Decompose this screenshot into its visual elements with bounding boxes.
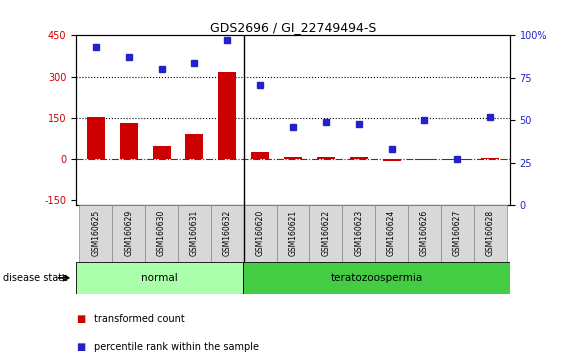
Bar xyxy=(284,156,302,159)
Bar xyxy=(309,205,342,262)
Bar xyxy=(481,158,499,159)
Bar xyxy=(473,205,506,262)
Bar xyxy=(120,123,138,159)
Bar xyxy=(211,205,244,262)
Text: GSM160632: GSM160632 xyxy=(223,210,232,256)
Bar xyxy=(76,262,243,294)
Text: GSM160624: GSM160624 xyxy=(387,210,396,256)
Text: GSM160620: GSM160620 xyxy=(255,210,265,256)
Bar xyxy=(244,205,277,262)
Bar xyxy=(87,117,105,159)
Text: GSM160630: GSM160630 xyxy=(157,210,166,256)
Text: ■: ■ xyxy=(76,314,86,324)
Text: GSM160625: GSM160625 xyxy=(91,210,100,256)
Text: GSM160629: GSM160629 xyxy=(124,210,133,256)
Bar xyxy=(185,134,203,159)
Text: transformed count: transformed count xyxy=(94,314,185,324)
Bar xyxy=(145,205,178,262)
Text: GSM160628: GSM160628 xyxy=(486,210,495,256)
Bar xyxy=(218,73,236,159)
Text: disease state: disease state xyxy=(3,273,68,283)
Bar xyxy=(317,158,335,159)
Bar xyxy=(277,205,309,262)
Bar xyxy=(80,205,113,262)
Bar xyxy=(350,156,368,159)
Bar xyxy=(152,147,171,159)
Text: GSM160626: GSM160626 xyxy=(420,210,429,256)
Bar xyxy=(448,159,466,160)
Title: GDS2696 / GI_22749494-S: GDS2696 / GI_22749494-S xyxy=(210,21,376,34)
Text: GSM160623: GSM160623 xyxy=(354,210,363,256)
Text: percentile rank within the sample: percentile rank within the sample xyxy=(94,342,259,352)
Bar xyxy=(342,205,375,262)
Bar xyxy=(408,205,441,262)
Text: GSM160622: GSM160622 xyxy=(321,210,331,256)
Bar xyxy=(113,205,145,262)
Text: normal: normal xyxy=(141,273,178,283)
Bar xyxy=(383,159,401,161)
Bar xyxy=(178,205,211,262)
Text: teratozoospermia: teratozoospermia xyxy=(331,273,423,283)
Text: ■: ■ xyxy=(76,342,86,352)
Text: GSM160621: GSM160621 xyxy=(288,210,298,256)
Bar xyxy=(441,205,473,262)
Bar xyxy=(251,152,269,159)
Text: GSM160631: GSM160631 xyxy=(190,210,199,256)
Bar xyxy=(415,159,434,160)
Bar xyxy=(375,205,408,262)
Bar xyxy=(243,262,510,294)
Text: GSM160627: GSM160627 xyxy=(453,210,462,256)
